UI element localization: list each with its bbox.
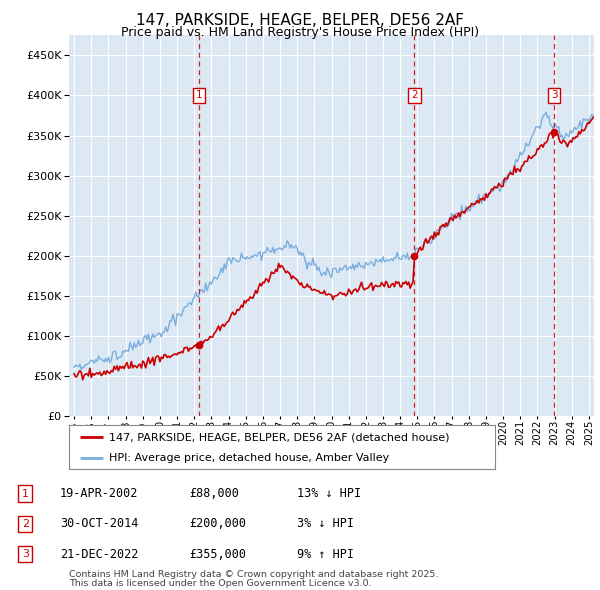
Text: HPI: Average price, detached house, Amber Valley: HPI: Average price, detached house, Ambe… bbox=[109, 453, 390, 463]
Text: £88,000: £88,000 bbox=[189, 487, 239, 500]
Text: 19-APR-2002: 19-APR-2002 bbox=[60, 487, 139, 500]
Text: 30-OCT-2014: 30-OCT-2014 bbox=[60, 517, 139, 530]
Text: Price paid vs. HM Land Registry's House Price Index (HPI): Price paid vs. HM Land Registry's House … bbox=[121, 26, 479, 39]
Text: £200,000: £200,000 bbox=[189, 517, 246, 530]
Text: £355,000: £355,000 bbox=[189, 548, 246, 560]
Text: 147, PARKSIDE, HEAGE, BELPER, DE56 2AF: 147, PARKSIDE, HEAGE, BELPER, DE56 2AF bbox=[136, 13, 464, 28]
Text: 2: 2 bbox=[411, 90, 418, 100]
Text: 3: 3 bbox=[22, 549, 29, 559]
Text: 2: 2 bbox=[22, 519, 29, 529]
Text: 147, PARKSIDE, HEAGE, BELPER, DE56 2AF (detached house): 147, PARKSIDE, HEAGE, BELPER, DE56 2AF (… bbox=[109, 432, 450, 442]
Text: 1: 1 bbox=[196, 90, 203, 100]
Text: Contains HM Land Registry data © Crown copyright and database right 2025.: Contains HM Land Registry data © Crown c… bbox=[69, 570, 439, 579]
Text: This data is licensed under the Open Government Licence v3.0.: This data is licensed under the Open Gov… bbox=[69, 579, 371, 588]
Text: 9% ↑ HPI: 9% ↑ HPI bbox=[297, 548, 354, 560]
Text: 21-DEC-2022: 21-DEC-2022 bbox=[60, 548, 139, 560]
Text: 13% ↓ HPI: 13% ↓ HPI bbox=[297, 487, 361, 500]
Text: 3: 3 bbox=[551, 90, 557, 100]
Text: 3% ↓ HPI: 3% ↓ HPI bbox=[297, 517, 354, 530]
Text: 1: 1 bbox=[22, 489, 29, 499]
